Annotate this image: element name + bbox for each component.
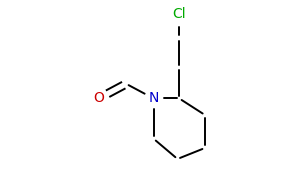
Text: N: N xyxy=(148,92,159,105)
Text: O: O xyxy=(93,92,104,105)
Circle shape xyxy=(145,90,162,107)
Circle shape xyxy=(90,90,107,107)
Circle shape xyxy=(168,3,190,25)
Text: Cl: Cl xyxy=(172,7,186,21)
